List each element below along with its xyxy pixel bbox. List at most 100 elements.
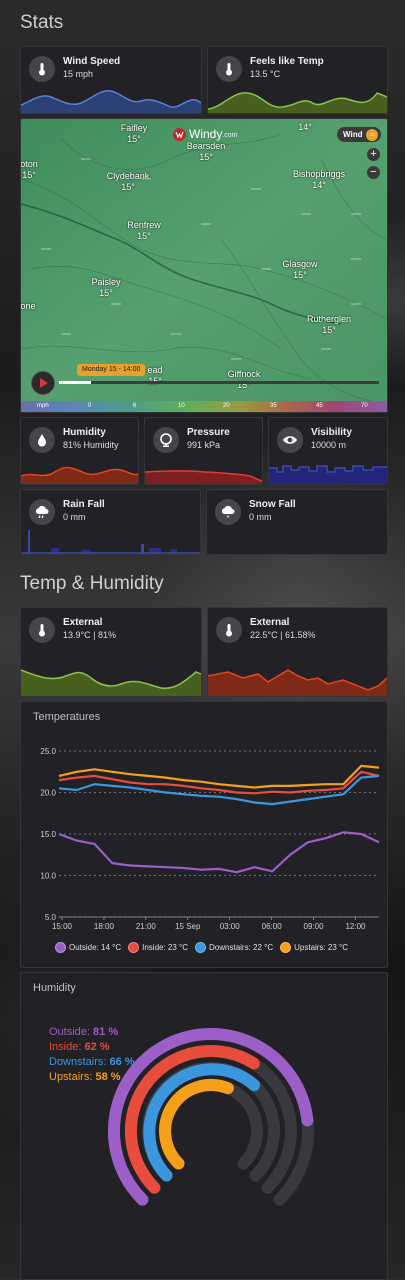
thermometer-icon [29,617,55,643]
y-tick-label: 15.0 [40,830,56,839]
y-tick-label: 5.0 [45,913,57,922]
wind-speed-sparkline [21,90,201,113]
card-title: External [250,617,290,628]
timeline-progress [59,381,91,384]
windy-brand-suffix: .com [222,132,238,139]
windy-logo-icon [173,127,186,141]
legend-marker [128,942,140,953]
humidity-panel: Humidity Outside: 81 % Inside: 62 % Downst… [20,972,388,1280]
wind-scale-bar: mph 0 6 10 20 35 45 70 [21,401,387,412]
legend-item-inside[interactable]: Inside: 23 °C [128,942,188,953]
legend-label: Downstairs: 22 °C [209,943,274,952]
card-title: Pressure [187,427,230,438]
rain-fall-card[interactable]: Rain Fall 0 mm [20,489,201,555]
series-line-inside [58,770,380,795]
card-value: 81% Humidity [63,440,119,450]
map-location: Bearsden 15° [186,141,226,162]
gauge-icon [153,427,179,453]
card-title: Rain Fall [63,499,105,510]
section-title-stats: Stats [20,12,64,33]
wind-layer-icon: ≈ [366,128,379,141]
radial-bar-downstairs [143,1063,261,1182]
x-tick-label: 15 Sep [175,922,201,931]
thermometer-icon [216,56,242,82]
thermometer-icon [29,56,55,82]
humidity-labels: Outside: 81 % Inside: 62 % Downstairs: 66 … [49,1025,135,1085]
visibility-card[interactable]: Visibility 10000 m [268,417,388,485]
y-tick-label: 20.0 [40,789,56,798]
y-tick-label: 10.0 [40,872,56,881]
scale-label: 20 [223,403,230,409]
legend-label: Outside: 14 °C [69,943,122,952]
temperatures-panel: Temperatures 25.0 20.0 15.0 10.0 5.0 15:00 18… [20,701,388,968]
card-value: 991 kPa [187,440,221,450]
scale-label: 45 [316,403,323,409]
scale-label: 10 [178,403,185,409]
map-location: Paisley 15° [91,277,121,298]
legend-label: Upstairs: 23 °C [294,943,349,952]
y-tick-label: 25.0 [40,747,56,756]
timeline-label: Monday 15 - 14:00 [77,364,146,376]
legend-item-upstairs[interactable]: Upstairs: 23 °C [280,942,348,953]
legend-item-downstairs[interactable]: Downstairs: 22 °C [195,942,273,953]
card-title: Wind Speed [63,56,121,67]
section-title-temp-humidity: Temp & Humidity [20,573,164,594]
external-temp-sparkline-2 [208,669,387,696]
zoom-out-button[interactable]: − [367,166,380,179]
thermometer-icon [216,617,242,643]
map-location: Rutherglen 15° [306,314,352,335]
pressure-sparkline [145,470,262,484]
rain-cloud-icon [29,499,55,525]
map-location: one [20,301,36,311]
x-tick-label: 06:00 [262,922,283,931]
external-temp-sparkline-1 [21,669,201,696]
x-tick-label: 03:00 [220,922,241,931]
windy-map[interactable]: Faifley 15° Bearsden 15° 14° oton 15° Clyde… [20,118,388,413]
card-value: 13.9°C | 81% [63,630,116,640]
feels-like-sparkline [208,92,387,113]
radial-bar-upstairs [159,1079,234,1170]
wind-speed-card[interactable]: Wind Speed 15 mph [20,46,202,114]
external-temp-card-1[interactable]: External 13.9°C | 81% [20,607,202,697]
card-title: External [63,617,103,628]
map-background [21,119,387,412]
temperatures-chart[interactable]: 25.0 20.0 15.0 10.0 5.0 15:00 18:00 21:00 15 Se… [21,702,387,967]
humidity-label-outside: Outside: 81 % [49,1026,119,1038]
map-location: Renfrew 15° [127,220,161,241]
scale-label: 35 [270,403,277,409]
panel-title: Humidity [33,982,76,994]
snow-fall-card[interactable]: * Snow Fall 0 mm [206,489,388,555]
humidity-sparkline [21,466,138,484]
card-value: 13.5 °C [250,69,281,79]
map-location: Glasgow 15° [282,259,318,280]
card-value: 22.5°C | 61.58% [250,630,316,640]
svg-text:*: * [227,515,230,521]
timeline-track[interactable] [59,381,379,384]
series-line-downstairs [58,774,380,806]
legend-item-outside[interactable]: Outside: 14 °C [55,942,121,953]
feels-like-card[interactable]: Feels like Temp 13.5 °C [207,46,388,114]
humidity-radial-chart[interactable] [21,973,387,1279]
series-line-outside [58,831,380,874]
windy-logo[interactable]: Windy .com [173,127,238,141]
series-line-upstairs [58,764,380,789]
card-title: Humidity [63,427,106,438]
external-temp-card-2[interactable]: External 22.5°C | 61.58% [207,607,388,697]
zoom-in-button[interactable]: + [367,148,380,161]
legend-marker [280,942,292,953]
map-location: 14° [298,122,312,132]
snow-cloud-icon: * [215,499,241,525]
play-button[interactable] [31,371,55,395]
map-location: Giffnock 15° [227,369,261,390]
map-location: Clydebank 15° [106,171,150,192]
card-title: Feels like Temp [250,56,324,67]
wind-layer-button[interactable]: Wind ≈ [337,127,382,142]
humidity-card[interactable]: Humidity 81% Humidity [20,417,139,485]
scale-label: 6 [133,403,137,409]
x-tick-label: 21:00 [136,922,157,931]
scale-label: mph [37,403,49,409]
legend-label: Inside: 23 °C [142,943,189,952]
pressure-card[interactable]: Pressure 991 kPa [144,417,263,485]
x-tick-label: 18:00 [94,922,115,931]
panel-title: Temperatures [33,711,101,723]
